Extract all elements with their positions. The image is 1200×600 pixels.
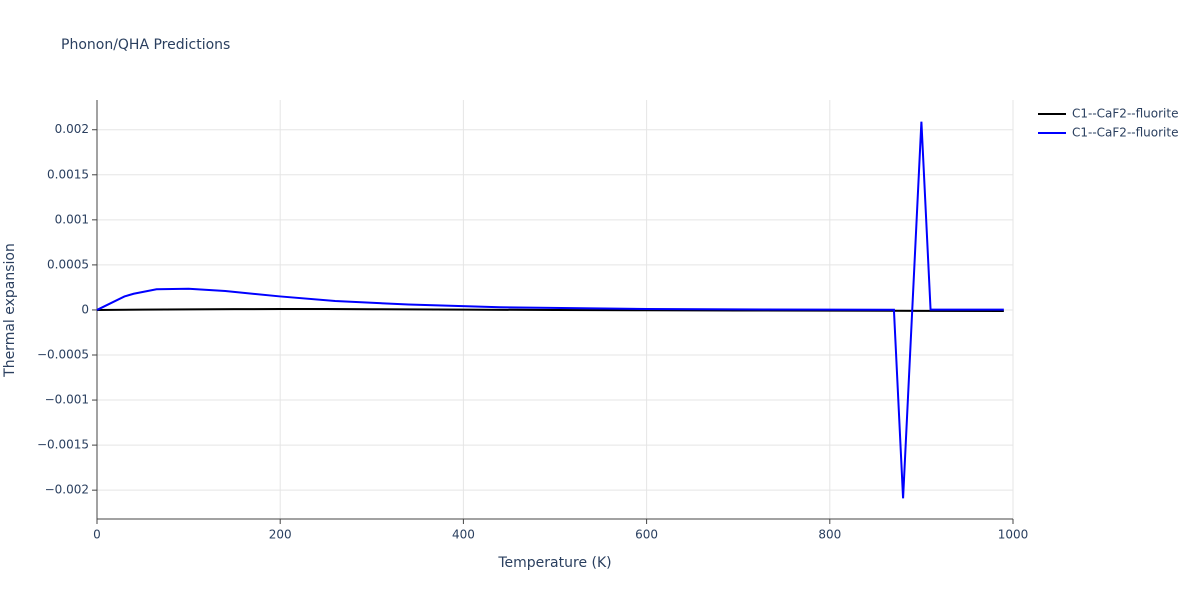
y-tick-label: −0.0005: [37, 348, 89, 362]
y-tick-label: 0.002: [55, 122, 89, 136]
x-tick-label: 0: [93, 528, 101, 542]
x-tick-label: 400: [452, 528, 475, 542]
x-tick-label: 1000: [998, 528, 1029, 542]
y-axis-title: Thermal expansion: [2, 243, 18, 378]
data-line: [96, 121, 1004, 499]
y-tick-label: −0.0015: [37, 438, 89, 452]
x-axis-title: Temperature (K): [497, 555, 611, 571]
y-tick-label: 0.0005: [47, 257, 89, 271]
legend-label: C1--CaF2--fluorite: [1072, 126, 1178, 140]
legend-label: C1--CaF2--fluorite: [1072, 107, 1178, 121]
y-tick-label: 0.0015: [47, 167, 89, 181]
y-tick-label: 0: [81, 302, 89, 316]
data-line: [96, 308, 1004, 312]
y-tick-label: −0.002: [45, 483, 89, 497]
y-tick-label: 0.001: [55, 212, 89, 226]
x-tick-label: 200: [269, 528, 292, 542]
x-tick-label: 600: [635, 528, 658, 542]
y-tick-label: −0.001: [45, 393, 89, 407]
chart-title: Phonon/QHA Predictions: [61, 37, 230, 53]
x-tick-label: 800: [818, 528, 841, 542]
